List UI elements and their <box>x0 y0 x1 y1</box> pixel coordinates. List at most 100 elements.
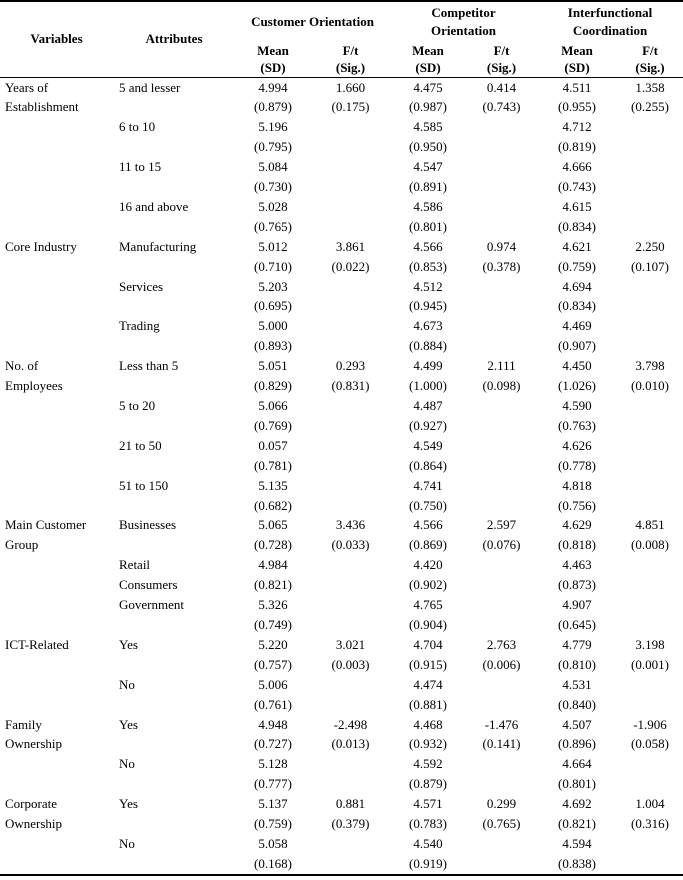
mean-sd-cell: 5.051 (0.829) <box>254 358 292 394</box>
mean-sd-cell: 5.084 (0.730) <box>254 159 292 195</box>
mean-sd-cell: 4.420 (0.902) <box>409 557 447 593</box>
attribute-cell: 21 to 50 <box>119 437 162 453</box>
ft-sig-cell: 0.881 (0.379) <box>331 796 370 832</box>
attribute-cell: 5 and lesser <box>119 79 181 95</box>
table-row: ICT-Related Yes 5.220 (0.757) 3.021 (0.003)… <box>0 635 683 675</box>
ft-sig-cell <box>617 396 683 436</box>
ft-sig-cell <box>617 277 683 317</box>
table-row: Government 5.326 (0.749) 4.765 (0.904) 4.90… <box>0 595 683 635</box>
mean-sd-cell: 4.507 (0.896) <box>558 716 596 752</box>
ft-sig-cell <box>311 316 390 356</box>
table-row: No 5.006 (0.761) 4.474 (0.881) 4.531 (0.840… <box>0 675 683 715</box>
ft-sig-cell <box>617 436 683 476</box>
mean-sd-cell: 5.028 (0.765) <box>254 198 292 234</box>
mean-sd-cell: 4.547 (0.891) <box>409 159 447 195</box>
ft-sig-cell <box>311 555 390 595</box>
attribute-cell: Government <box>119 597 184 613</box>
mean-sd-cell: 5.066 (0.769) <box>254 398 292 433</box>
ft-sig-cell <box>466 316 537 356</box>
ft-sig-cell <box>617 754 683 794</box>
table-row: 11 to 15 5.084 (0.730) 4.547 (0.891) 4.666 … <box>0 157 683 197</box>
ft-sig-cell <box>466 436 537 476</box>
ft-sig-cell: 1.358 (0.255) <box>631 79 669 115</box>
attribute-cell: Yes <box>119 636 138 652</box>
mean-sd-cell: 4.487 (0.927) <box>409 398 447 433</box>
ft-sig-cell <box>311 277 390 317</box>
attribute-cell: Trading <box>119 318 160 334</box>
mean-sd-cell: 4.566 (0.853) <box>409 238 447 274</box>
ft-sig-cell: 3.021 (0.003) <box>331 636 370 672</box>
mean-sd-cell: 4.585 (0.950) <box>409 119 447 155</box>
table-row: No. of Employees Less than 5 5.051 (0.829)… <box>0 356 683 396</box>
mean-sd-cell: 4.615 (0.834) <box>558 198 596 234</box>
mean-sd-cell: 4.626 (0.778) <box>558 437 596 473</box>
ft-sig-cell: -1.476 (0.141) <box>482 716 521 752</box>
table-row: 16 and above 5.028 (0.765) 4.586 (0.801) 4.… <box>0 197 683 237</box>
ft-sig-cell <box>466 117 537 157</box>
ft-sig-cell <box>617 675 683 715</box>
mean-sd-cell: 4.469 (0.907) <box>558 318 596 354</box>
group-header-interfunctional-coordination: Interfunctional Coordination <box>567 4 653 38</box>
table-row: No 5.128 (0.777) 4.592 (0.879) 4.664 (0.801… <box>0 754 683 794</box>
ft-sig-cell <box>617 157 683 197</box>
mean-sd-cell: 5.012 (0.710) <box>254 238 292 274</box>
ft-sig-cell: 2.763 (0.006) <box>482 636 521 672</box>
variable-cell: Corporate Ownership <box>5 796 63 832</box>
mean-sd-cell: 4.474 (0.881) <box>409 676 447 712</box>
attribute-cell: 16 and above <box>119 198 189 214</box>
ft-sig-cell <box>466 754 537 794</box>
mean-sd-cell: 4.704 (0.915) <box>409 636 447 672</box>
ft-sig-cell <box>617 834 683 875</box>
ft-sig-cell <box>617 595 683 635</box>
mean-sd-cell: 4.948 (0.727) <box>254 716 292 752</box>
mean-sd-cell: 5.326 (0.749) <box>254 597 292 632</box>
mean-sd-cell: 4.450 (1.026) <box>558 358 596 394</box>
ft-sig-cell: 3.436 (0.033) <box>331 517 370 553</box>
mean-sd-cell: 4.571 (0.783) <box>409 796 447 832</box>
attribute-cell: Manufacturing <box>119 238 197 254</box>
ft-sig-cell: -1.906 (0.058) <box>631 716 669 752</box>
ft-sig-cell: -2.498 (0.013) <box>331 716 370 752</box>
ft-sig-cell <box>617 117 683 157</box>
mean-sd-cell: 4.692 (0.821) <box>558 796 596 832</box>
attribute-cell: No <box>119 676 135 692</box>
variables-column-header: Variables <box>30 31 83 47</box>
ft-sig-cell <box>311 834 390 875</box>
mean-sd-cell: 5.128 (0.777) <box>254 756 292 792</box>
variable-cell: No. of Employees <box>5 358 63 394</box>
attribute-cell: 51 to 150 <box>119 477 169 493</box>
ft-sig-cell: 0.293 (0.831) <box>331 358 370 394</box>
ft-sig-cell: 0.974 (0.378) <box>482 238 521 274</box>
sub-header-row: Mean (SD) F/t (Sig.) Mean (SD) F/t (Sig.… <box>0 41 683 77</box>
ft-sig-cell: 4.851 (0.008) <box>631 517 669 553</box>
ft-sig-cell: 2.597 (0.076) <box>482 517 521 553</box>
attribute-cell: Businesses <box>119 517 177 533</box>
attribute-cell: Services <box>119 278 164 294</box>
mean-sd-cell: 4.586 (0.801) <box>409 198 447 234</box>
mean-sd-cell: 4.512 (0.945) <box>409 278 447 314</box>
mean-sd-cell: 5.058 (0.168) <box>254 835 292 871</box>
attribute-cell: Less than 5 <box>119 358 179 374</box>
group-header-customer-orientation: Customer Orientation <box>251 13 374 29</box>
ft-sig-cell <box>311 675 390 715</box>
mean-sd-cell: 4.664 (0.801) <box>558 756 596 792</box>
attribute-cell: Yes <box>119 796 138 812</box>
mean-sd-cell: 4.566 (0.869) <box>409 517 447 553</box>
attribute-cell: Yes <box>119 716 138 732</box>
table-row: Main Customer Group Businesses 5.065 (0.72… <box>0 515 683 555</box>
ft-sig-cell <box>311 117 390 157</box>
ft-sig-header-interfunctional: F/t (Sig.) <box>635 43 665 75</box>
mean-sd-cell: 4.511 (0.955) <box>558 79 596 115</box>
attribute-cell: No <box>119 835 135 851</box>
ft-sig-cell <box>311 476 390 516</box>
ft-sig-cell: 2.250 (0.107) <box>631 238 669 274</box>
table-body: Years of Establishment 5 and lesser 4.994 … <box>0 77 683 875</box>
ft-sig-cell: 3.861 (0.022) <box>331 238 370 274</box>
ft-sig-cell <box>466 396 537 436</box>
group-header-competitor-orientation: Competitor Orientation <box>431 4 497 38</box>
ft-sig-cell <box>311 197 390 237</box>
mean-sd-cell: 4.594 (0.838) <box>558 835 596 871</box>
table-row: Years of Establishment 5 and lesser 4.994 … <box>0 77 683 117</box>
ft-sig-cell <box>311 396 390 436</box>
